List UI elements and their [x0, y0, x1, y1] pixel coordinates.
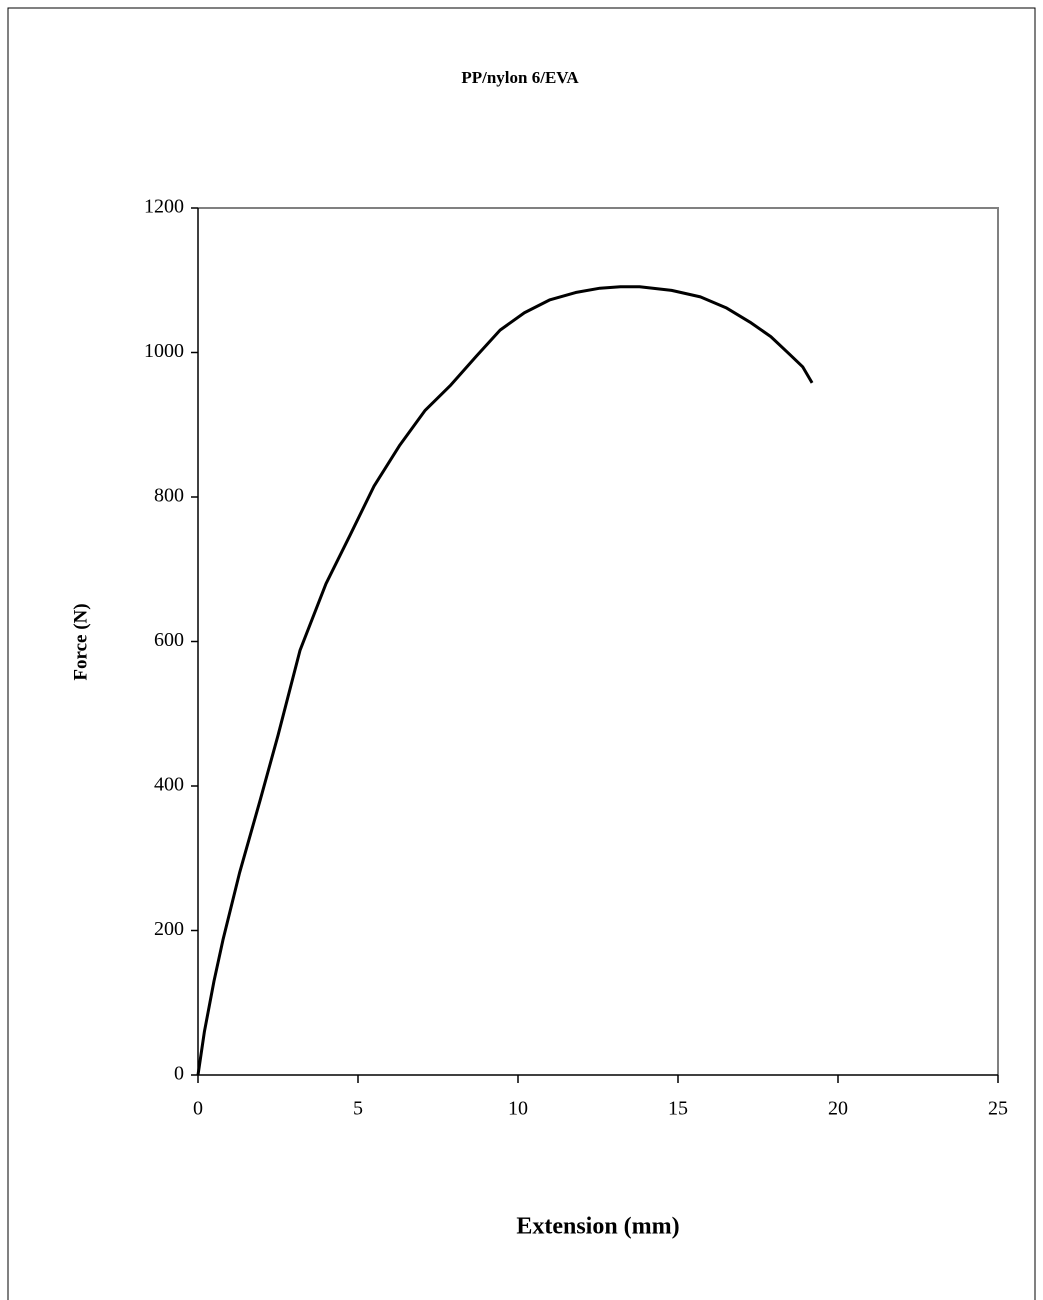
x-tick-label: 25	[988, 1098, 1008, 1120]
x-tick-label: 15	[668, 1098, 688, 1120]
x-tick-label: 5	[353, 1098, 363, 1120]
y-tick-label: 400	[154, 774, 184, 796]
y-tick-label: 1000	[144, 340, 184, 362]
y-tick-label: 0	[174, 1063, 184, 1085]
y-tick-label: 200	[154, 918, 184, 940]
y-tick-label: 600	[154, 629, 184, 651]
x-tick-label: 20	[828, 1098, 848, 1120]
x-axis-title: Extension (mm)	[516, 1214, 679, 1240]
x-tick-label: 0	[193, 1098, 203, 1120]
plot-frame	[198, 207, 999, 1075]
page-border	[7, 7, 1036, 1300]
chart-title: PP/nylon 6/EVA	[461, 68, 579, 87]
x-tick-label: 10	[508, 1098, 528, 1120]
data-line	[196, 285, 814, 1076]
y-axis-title: Force (N)	[70, 603, 91, 680]
y-tick-label: 1200	[144, 196, 184, 218]
y-tick-label: 800	[154, 485, 184, 507]
